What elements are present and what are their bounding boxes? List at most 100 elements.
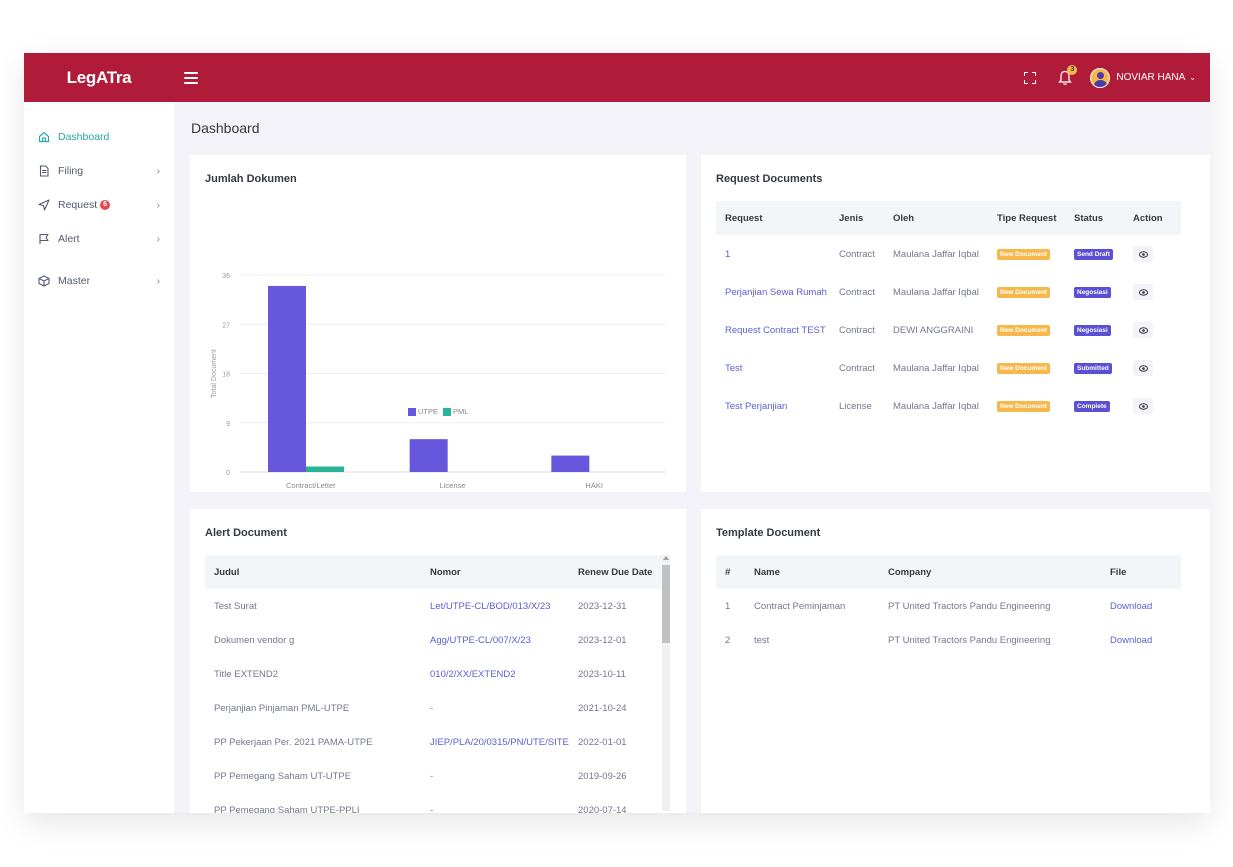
view-button[interactable] — [1133, 322, 1153, 338]
chevron-right-icon: › — [156, 275, 160, 287]
chart-card: Jumlah Dokumen 0 9 18 27 36 Total Document Con… — [190, 155, 686, 492]
sidebar-item-filing[interactable]: Filing › — [24, 154, 174, 188]
chart-card-title: Jumlah Dokumen — [205, 173, 297, 185]
bar-utpe-0 — [268, 285, 306, 472]
nomor-link[interactable]: 010/2/XX/EXTEND2 — [430, 668, 516, 680]
judul-cell: PP Pemegang Saham UTPE-PPLI — [214, 804, 360, 814]
request-link[interactable]: Test Perjanjian — [725, 400, 788, 412]
x-tick-label: Contract/Letter — [286, 481, 336, 490]
request-count-badge: 6 — [100, 200, 111, 210]
sidebar-item-label: Filing — [58, 165, 84, 177]
jenis-cell: Contract — [839, 324, 875, 336]
scrollbar-thumb[interactable] — [662, 565, 670, 643]
request-link[interactable]: Perjanjian Sewa Rumah — [725, 286, 827, 298]
sidebar-item-request[interactable]: Request 6 › — [24, 188, 174, 222]
column-header: Tipe Request — [997, 212, 1057, 224]
table-row: Test Contract Maulana Jaffar Iqbal New Docu… — [716, 349, 1181, 387]
table-row: Dokumen vendor g Agg/UTPE-CL/007/X/23 2023… — [205, 623, 662, 657]
bar-utpe-1 — [409, 439, 448, 472]
x-tick-label: HAKI — [585, 481, 603, 490]
table-header-row: # Name Company File — [716, 555, 1181, 589]
column-header: Judul — [214, 566, 240, 578]
eye-icon — [1138, 326, 1148, 334]
company-cell: PT United Tractors Pandu Engineering — [888, 600, 1051, 612]
renew-date-cell: 2021-10-24 — [578, 702, 627, 714]
renew-date-cell: 2023-10-11 — [578, 668, 626, 680]
notification-bell-icon[interactable]: 3 — [1058, 64, 1078, 86]
download-link[interactable]: Download — [1110, 600, 1153, 612]
app-window: LegATra 3 NOVIAR HANA ⌄ Dashboard Filing… — [24, 53, 1210, 813]
view-button[interactable] — [1133, 360, 1153, 376]
request-table: Request Jenis Oleh Tipe Request Status A… — [716, 201, 1181, 425]
brand-logo[interactable]: LegATra — [66, 67, 132, 87]
sidebar-item-master[interactable]: Master › — [24, 264, 174, 298]
column-header: # — [725, 566, 731, 578]
legend-entry: UTPE — [418, 407, 438, 416]
send-icon — [38, 199, 50, 211]
judul-cell: Dokumen vendor g — [214, 634, 295, 646]
scroll-up-arrow-icon[interactable] — [663, 556, 669, 560]
page-title: Dashboard — [191, 120, 260, 136]
eye-icon — [1138, 402, 1148, 410]
oleh-cell: Maulana Jaffar Iqbal — [893, 400, 979, 412]
column-header: Nomor — [430, 566, 461, 578]
sidebar-item-label: Request — [58, 199, 98, 211]
avatar[interactable] — [1090, 67, 1111, 88]
sidebar-item-alert[interactable]: Alert › — [24, 222, 174, 256]
nomor-link[interactable]: Let/UTPE-CL/BOD/013/X/23 — [430, 600, 551, 612]
sidebar-item-dashboard[interactable]: Dashboard — [24, 120, 174, 154]
y-axis-label: Total Document — [211, 349, 218, 398]
tipe-request-badge: New Document — [997, 401, 1050, 412]
user-menu-name[interactable]: NOVIAR HANA — [1116, 72, 1186, 83]
topbar-right: 3 NOVIAR HANA ⌄ — [1024, 64, 1210, 88]
nomor-link[interactable]: JIEP/PLA/20/0315/PN/UTE/SITE — [430, 736, 569, 748]
jenis-cell: Contract — [839, 248, 875, 260]
jenis-cell: Contract — [839, 286, 875, 298]
scrollbar[interactable] — [662, 555, 670, 811]
column-header: Company — [888, 566, 932, 578]
tipe-request-badge: New Document — [997, 287, 1050, 298]
table-row: PP Pekerjaan Per. 2021 PAMA-UTPE JIEP/PLA… — [205, 725, 662, 759]
row-number-cell: 2 — [725, 634, 731, 646]
template-name-cell: test — [754, 634, 770, 646]
view-button[interactable] — [1133, 284, 1153, 300]
view-button[interactable] — [1133, 398, 1153, 414]
download-link[interactable]: Download — [1110, 634, 1153, 646]
column-header: Request — [725, 212, 763, 224]
request-link[interactable]: Request Contract TEST — [725, 324, 826, 336]
chevron-right-icon: › — [156, 199, 160, 211]
table-row: 2 test PT United Tractors Pandu Engineerin… — [716, 623, 1181, 657]
alert-table-scroll[interactable]: Judul Nomor Renew Due Date Test Surat Let… — [205, 555, 662, 813]
template-table: # Name Company File 1 Contract Peminjaman… — [716, 555, 1181, 657]
judul-cell: Title EXTEND2 — [214, 668, 279, 680]
table-row: 1 Contract Peminjaman PT United Tractors P… — [716, 589, 1181, 623]
request-link[interactable]: Test — [725, 362, 743, 374]
y-tick-label: 27 — [222, 322, 230, 329]
jenis-cell: License — [839, 400, 872, 412]
y-tick-label: 36 — [222, 273, 230, 280]
chevron-right-icon: › — [156, 233, 160, 245]
legend-swatch — [443, 408, 451, 416]
request-link[interactable]: 1 — [725, 248, 731, 260]
template-card-title: Template Document — [716, 527, 821, 539]
fullscreen-icon[interactable] — [1024, 71, 1037, 84]
box-icon — [38, 275, 50, 287]
column-header: Jenis — [839, 212, 864, 224]
table-header-row: Judul Nomor Renew Due Date — [205, 555, 662, 589]
bar-utpe-2 — [551, 455, 590, 472]
nomor-link[interactable]: Agg/UTPE-CL/007/X/23 — [430, 634, 531, 646]
y-tick-label: 18 — [222, 372, 230, 379]
status-badge: Complete — [1074, 401, 1110, 412]
company-cell: PT United Tractors Pandu Engineering — [888, 634, 1051, 646]
table-header-row: Request Jenis Oleh Tipe Request Status A… — [716, 201, 1181, 235]
table-row: Perjanjian Pinjaman PML-UTPE - 2021-10-24 — [205, 691, 662, 725]
chevron-down-icon[interactable]: ⌄ — [1189, 73, 1196, 82]
sidebar-item-label: Alert — [58, 233, 80, 245]
menu-toggle-icon[interactable] — [184, 71, 198, 84]
view-button[interactable] — [1133, 246, 1153, 262]
table-row: PP Pemegang Saham UT-UTPE - 2019-09-26 — [205, 759, 662, 793]
template-name-cell: Contract Peminjaman — [754, 600, 846, 612]
status-badge: Submitted — [1074, 363, 1112, 374]
template-document-card: Template Document # Name Company File 1 C… — [701, 509, 1210, 813]
table-row: PP Pemegang Saham UTPE-PPLI - 2020-07-14 — [205, 793, 662, 814]
